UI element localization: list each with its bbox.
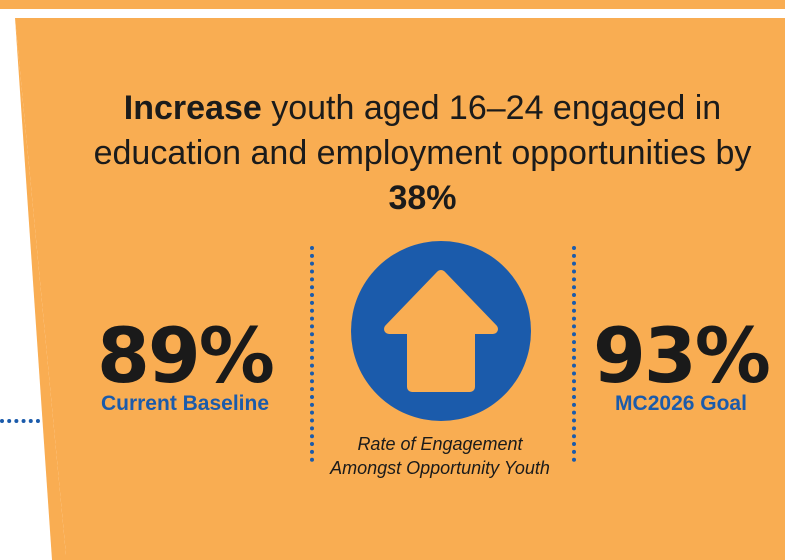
arrow-up-icon (384, 270, 498, 392)
baseline-label: Current Baseline (100, 392, 270, 415)
arrow-up-circle (351, 241, 531, 421)
baseline-value: 89% (97, 311, 275, 400)
headline-text: youth aged 16–24 engaged in education an… (93, 89, 752, 172)
goal-stat: 93% MC2026 Goal (576, 311, 785, 416)
baseline-stat: 89% Current Baseline (70, 311, 300, 416)
goal-headline: Increase youth aged 16–24 engaged in edu… (60, 86, 785, 221)
top-band (0, 0, 785, 9)
leading-dotted-line (0, 419, 40, 423)
goal-label: MC2026 Goal (615, 392, 747, 415)
headline-percent: 38% (388, 179, 457, 217)
engagement-caption: Rate of Engagement Amongst Opportunity Y… (330, 434, 550, 478)
dotted-divider-left (310, 246, 314, 462)
dotted-divider-right (572, 246, 576, 462)
goal-value: 93% (593, 311, 771, 400)
headline-bold-lead: Increase (123, 89, 262, 127)
